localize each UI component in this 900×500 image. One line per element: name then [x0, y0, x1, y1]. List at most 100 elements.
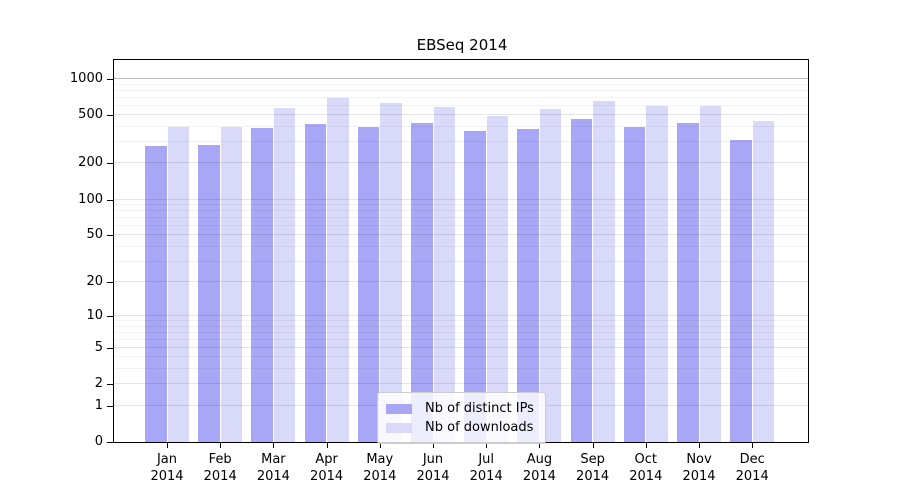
- gridline: [114, 346, 808, 348]
- y-tick-mark: [107, 347, 113, 349]
- x-tick-mark: [645, 443, 647, 448]
- gridline: [114, 356, 808, 358]
- bar-distinct-ips: [677, 123, 699, 442]
- gridline: [114, 331, 808, 333]
- x-tick-mark: [326, 443, 328, 448]
- gridline: [114, 162, 808, 164]
- chart-title: EBSeq 2014: [416, 36, 508, 54]
- x-tick-mark: [539, 443, 541, 448]
- bar-downloads: [699, 106, 721, 442]
- bar-downloads: [486, 115, 509, 442]
- bar-downloads: [327, 98, 349, 442]
- y-tick-label: 0: [94, 434, 103, 449]
- gridline: [114, 198, 808, 200]
- gridline: [114, 210, 808, 212]
- gridline: [114, 217, 808, 218]
- bar-downloads: [646, 105, 668, 442]
- gridline: [114, 104, 808, 106]
- gridline: [114, 320, 808, 321]
- bar-distinct-ips: [304, 123, 327, 442]
- y-tick-label: 1: [94, 397, 103, 413]
- gridline: [114, 114, 808, 116]
- bar-downloads: [593, 101, 615, 442]
- gridline: [114, 204, 808, 205]
- y-tick-mark: [107, 405, 113, 407]
- bar-distinct-ips: [198, 144, 220, 442]
- gridline: [114, 325, 808, 327]
- x-tick-label: Feb 2014: [203, 452, 237, 484]
- x-tick-label: Aug 2014: [522, 452, 556, 484]
- x-tick-label: Sep 2014: [576, 452, 610, 484]
- x-tick-mark: [592, 443, 594, 448]
- bar-distinct-ips: [623, 127, 646, 442]
- y-tick-label: 10: [86, 308, 103, 323]
- legend-label-distinct-ips: Nb of distinct IPs: [425, 401, 534, 416]
- x-tick-mark: [379, 443, 381, 448]
- bar-distinct-ips: [357, 127, 380, 442]
- x-tick-label: Dec 2014: [735, 452, 769, 484]
- bar-distinct-ips: [730, 139, 752, 442]
- y-tick-mark: [107, 163, 113, 165]
- y-tick-mark: [107, 442, 113, 443]
- x-tick-mark: [273, 443, 275, 448]
- bar-downloads: [220, 127, 243, 442]
- gridline: [114, 225, 808, 226]
- gridline: [114, 77, 808, 79]
- x-tick-label: Oct 2014: [629, 452, 663, 484]
- x-tick-label: Jan 2014: [150, 452, 184, 484]
- y-tick-label: 5: [94, 339, 103, 355]
- bar-downloads: [433, 107, 455, 442]
- legend-label-downloads: Nb of downloads: [425, 420, 534, 435]
- x-tick-mark: [486, 443, 488, 448]
- bar-downloads: [273, 108, 296, 442]
- gridline: [114, 83, 808, 85]
- y-tick-label: 500: [78, 107, 103, 123]
- y-tick-label: 50: [86, 227, 103, 243]
- y-tick-label: 200: [78, 155, 103, 171]
- bar-downloads: [539, 108, 562, 442]
- y-tick-label: 20: [86, 274, 103, 289]
- y-tick-mark: [107, 199, 113, 201]
- x-tick-label: Jul 2014: [469, 452, 503, 484]
- x-tick-mark: [752, 443, 754, 448]
- x-tick-label: Apr 2014: [310, 452, 344, 484]
- bar-downloads: [752, 120, 775, 442]
- gridline: [114, 234, 808, 236]
- bar-distinct-ips: [570, 119, 593, 442]
- gridline: [114, 96, 808, 98]
- x-tick-label: Mar 2014: [256, 452, 290, 484]
- y-tick-mark: [107, 78, 113, 80]
- bars-layer: [114, 60, 808, 442]
- legend-row-distinct-ips: Nb of distinct IPs: [386, 399, 534, 418]
- x-tick-label: Jun 2014: [416, 452, 450, 484]
- gridline: [114, 141, 808, 143]
- gridline: [114, 89, 808, 91]
- y-tick-label: 2: [94, 376, 103, 392]
- x-tick-label: Nov 2014: [682, 452, 716, 484]
- gridline: [114, 260, 808, 262]
- bar-distinct-ips: [517, 129, 539, 442]
- y-tick-mark: [107, 235, 113, 237]
- y-tick-mark: [107, 316, 113, 317]
- plot-area: [113, 59, 809, 443]
- y-tick-mark: [107, 384, 113, 386]
- x-tick-mark: [699, 443, 700, 448]
- gridline: [114, 281, 808, 282]
- bar-distinct-ips: [145, 145, 167, 442]
- bar-distinct-ips: [411, 123, 433, 442]
- legend-row-downloads: Nb of downloads: [386, 418, 534, 437]
- bar-downloads: [380, 103, 402, 442]
- y-tick-mark: [107, 115, 113, 117]
- y-tick-mark: [107, 282, 113, 283]
- legend-swatch-downloads: [386, 422, 412, 433]
- x-tick-label: May 2014: [363, 452, 397, 484]
- grid-layer: [114, 60, 808, 442]
- bar-distinct-ips: [251, 128, 273, 442]
- gridline: [114, 368, 808, 370]
- gridline: [114, 245, 808, 247]
- gridline: [114, 338, 808, 340]
- gridline: [114, 383, 808, 385]
- legend: Nb of distinct IPs Nb of downloads: [377, 392, 546, 444]
- x-tick-mark: [220, 443, 222, 448]
